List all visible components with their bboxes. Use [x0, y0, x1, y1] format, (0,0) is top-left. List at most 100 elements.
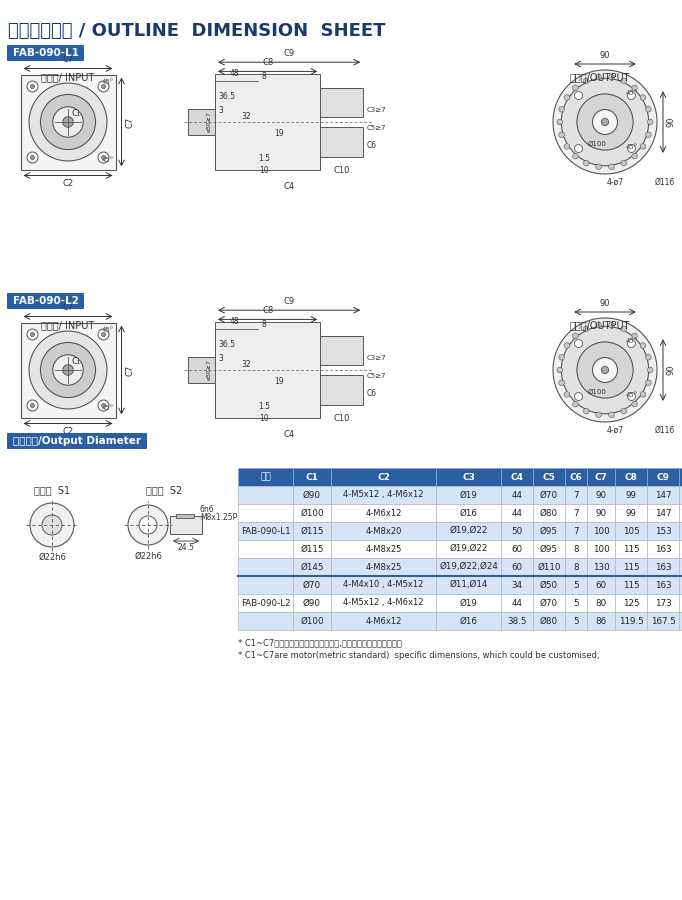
Text: Ø19,Ø22,Ø24: Ø19,Ø22,Ø24: [439, 562, 498, 572]
Bar: [679, 576, 682, 594]
Text: 3: 3: [218, 354, 223, 363]
Circle shape: [53, 107, 83, 137]
Bar: [615, 612, 647, 630]
Text: * C1~C7are motor(metric standard)  specific dimensions, which could be customise: * C1~C7are motor(metric standard) specif…: [238, 651, 599, 660]
Circle shape: [102, 332, 106, 337]
Text: 44: 44: [512, 491, 522, 500]
Bar: [436, 522, 501, 540]
Text: 3: 3: [218, 106, 223, 115]
Bar: [436, 486, 501, 504]
FancyBboxPatch shape: [7, 45, 84, 61]
Circle shape: [31, 85, 35, 88]
Bar: [615, 486, 647, 504]
Bar: [565, 468, 587, 486]
Bar: [436, 594, 501, 612]
Text: C3: C3: [462, 472, 475, 482]
Bar: [587, 612, 615, 630]
Text: 45°: 45°: [102, 404, 114, 410]
Bar: [587, 540, 615, 558]
Text: * C1~C7是公制标准马达连接板之尺寸,可根据客户要求单独定做。: * C1~C7是公制标准马达连接板之尺寸,可根据客户要求单独定做。: [238, 638, 402, 647]
Text: 输入端/ INPUT: 输入端/ INPUT: [42, 320, 95, 330]
Bar: [238, 594, 293, 612]
Circle shape: [621, 78, 627, 84]
Circle shape: [98, 81, 109, 92]
Bar: [501, 486, 533, 504]
Circle shape: [27, 400, 38, 411]
Circle shape: [139, 516, 157, 534]
Text: C1: C1: [306, 472, 318, 482]
Text: 163: 163: [655, 544, 671, 554]
Text: 32: 32: [241, 360, 251, 369]
Text: 10: 10: [259, 414, 269, 423]
Bar: [565, 540, 587, 558]
Text: C9: C9: [284, 297, 295, 306]
Text: Ø70: Ø70: [540, 598, 558, 608]
Bar: [587, 522, 615, 540]
FancyBboxPatch shape: [7, 433, 147, 449]
Text: C3≥7: C3≥7: [367, 356, 387, 362]
Text: 34: 34: [512, 580, 522, 590]
Bar: [615, 522, 647, 540]
Text: 153: 153: [655, 526, 671, 536]
Bar: [615, 576, 647, 594]
Bar: [331, 540, 436, 558]
Text: 4-M8x20: 4-M8x20: [366, 526, 402, 536]
Circle shape: [640, 144, 646, 149]
Bar: [587, 504, 615, 522]
Circle shape: [574, 339, 582, 347]
Circle shape: [31, 156, 35, 159]
Circle shape: [27, 81, 38, 92]
Bar: [679, 558, 682, 576]
Circle shape: [593, 357, 617, 382]
Text: 4-M5x12 , 4-M6x12: 4-M5x12 , 4-M6x12: [343, 491, 424, 500]
Text: 38.5: 38.5: [507, 616, 527, 625]
Text: 147: 147: [655, 491, 671, 500]
Text: 1.5: 1.5: [258, 154, 270, 163]
Circle shape: [640, 392, 646, 397]
Circle shape: [573, 401, 578, 407]
Bar: [501, 576, 533, 594]
Bar: [587, 576, 615, 594]
Text: 5: 5: [573, 580, 579, 590]
Bar: [20, 322, 115, 418]
Circle shape: [593, 110, 617, 134]
Circle shape: [573, 153, 578, 159]
Text: 32: 32: [241, 112, 251, 121]
Circle shape: [553, 318, 657, 422]
Text: C9: C9: [284, 49, 295, 58]
Circle shape: [102, 403, 106, 408]
Text: FAB-090-L1: FAB-090-L1: [12, 48, 78, 58]
Bar: [293, 540, 331, 558]
Bar: [533, 558, 565, 576]
Bar: [436, 540, 501, 558]
Text: Ø95: Ø95: [540, 526, 558, 536]
Bar: [436, 558, 501, 576]
Text: Ø80: Ø80: [540, 616, 558, 625]
Text: 4-M5x12 , 4-M6x12: 4-M5x12 , 4-M6x12: [343, 598, 424, 608]
Text: 100: 100: [593, 544, 610, 554]
Text: 45°: 45°: [102, 157, 114, 163]
Text: Ø19,Ø22: Ø19,Ø22: [449, 526, 488, 536]
Text: 60: 60: [512, 544, 522, 554]
Text: C4: C4: [511, 472, 524, 482]
Text: C2: C2: [63, 428, 74, 436]
Bar: [331, 504, 436, 522]
Circle shape: [640, 343, 646, 348]
Text: 4-M8x25: 4-M8x25: [366, 562, 402, 572]
Bar: [587, 594, 615, 612]
Text: 36.5: 36.5: [219, 340, 236, 349]
Bar: [647, 594, 679, 612]
Text: 24.5: 24.5: [177, 543, 194, 552]
Bar: [533, 522, 565, 540]
Circle shape: [128, 505, 168, 545]
Text: 90: 90: [595, 491, 606, 500]
Bar: [238, 522, 293, 540]
Text: 163: 163: [655, 562, 671, 572]
Text: C7: C7: [62, 303, 74, 312]
Text: 4-M4x10 , 4-M5x12: 4-M4x10 , 4-M5x12: [343, 580, 424, 590]
Bar: [20, 75, 115, 169]
Text: Ø115: Ø115: [300, 526, 324, 536]
Bar: [176, 514, 194, 518]
Bar: [293, 612, 331, 630]
Text: Ø115: Ø115: [300, 544, 324, 554]
